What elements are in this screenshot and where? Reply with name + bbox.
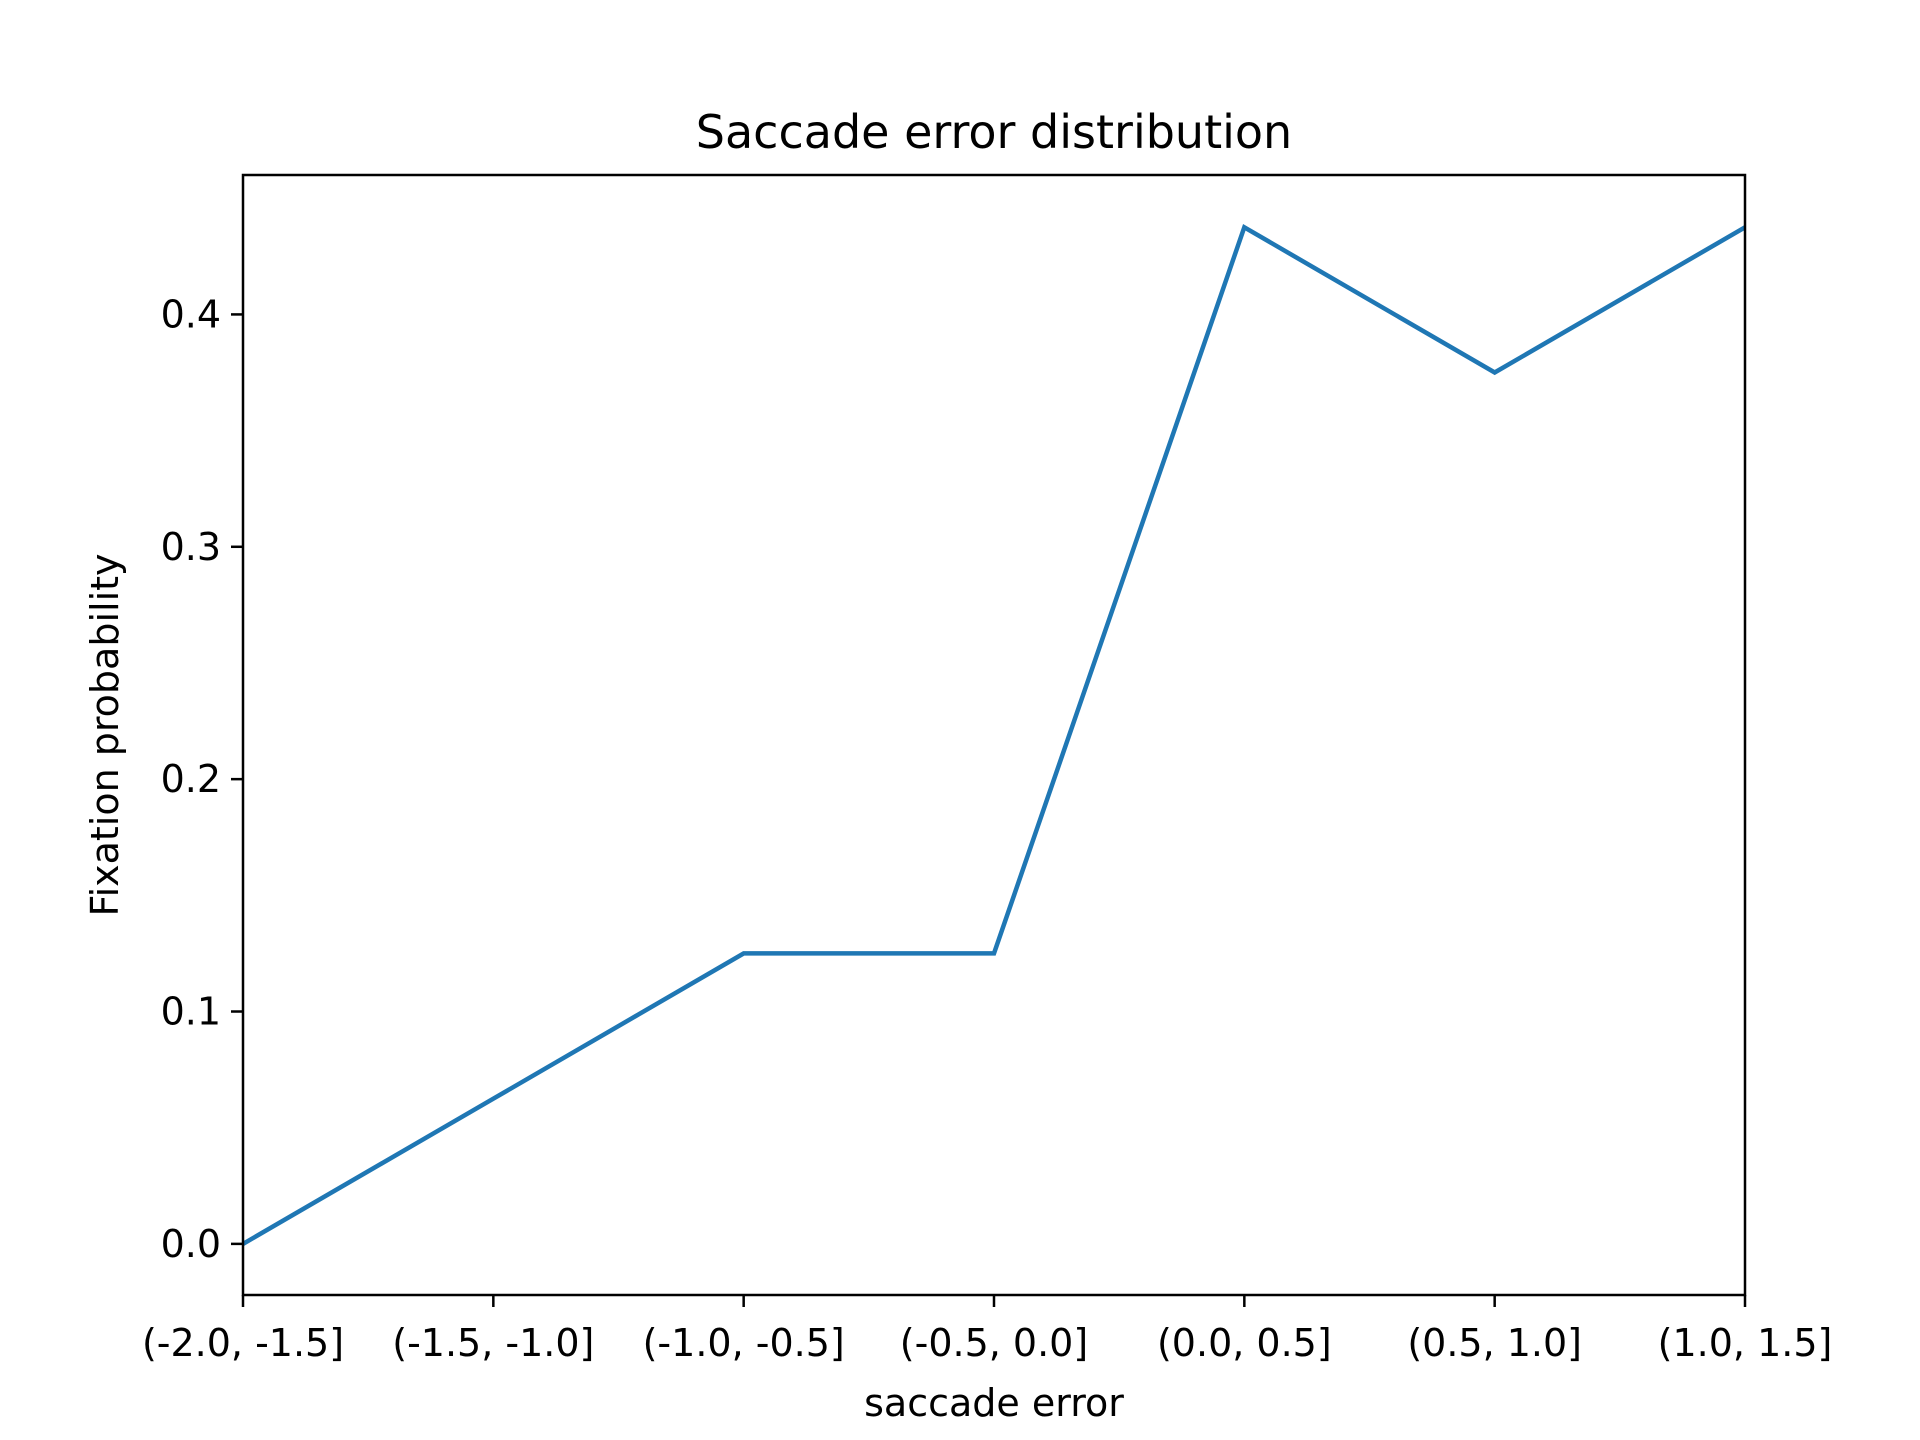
x-tick-label: (-0.5, 0.0] xyxy=(900,1321,1088,1365)
y-tick-label: 0.1 xyxy=(161,990,221,1034)
chart-title: Saccade error distribution xyxy=(696,105,1292,159)
x-tick-label: (0.0, 0.5] xyxy=(1157,1321,1332,1365)
y-tick-label: 0.3 xyxy=(161,525,221,569)
x-tick-label: (0.5, 1.0] xyxy=(1407,1321,1582,1365)
y-tick-label: 0.4 xyxy=(161,292,221,336)
ticks-layer: (-2.0, -1.5] (-1.5, -1.0] (-1.0, -0.5] (-0.… xyxy=(142,292,1832,1365)
series-line xyxy=(241,223,1747,1246)
y-tick-label: 0.2 xyxy=(161,757,221,801)
data-point xyxy=(491,1096,496,1101)
data-point xyxy=(741,951,746,956)
x-tick-label: (-1.5, -1.0] xyxy=(392,1321,594,1365)
y-tick-label: 0.0 xyxy=(161,1222,221,1266)
x-tick-label: (-1.0, -0.5] xyxy=(643,1321,845,1365)
series-layer xyxy=(241,223,1747,1246)
x-tick-label: (-2.0, -1.5] xyxy=(142,1321,344,1365)
data-point xyxy=(1242,225,1247,230)
y-axis-label: Fixation probability xyxy=(83,553,127,916)
x-tick-label: (1.0, 1.5] xyxy=(1658,1321,1833,1365)
data-point xyxy=(1492,370,1497,375)
plot-frame xyxy=(241,173,1747,1297)
data-point xyxy=(992,951,997,956)
x-axis-label: saccade error xyxy=(864,1381,1124,1425)
